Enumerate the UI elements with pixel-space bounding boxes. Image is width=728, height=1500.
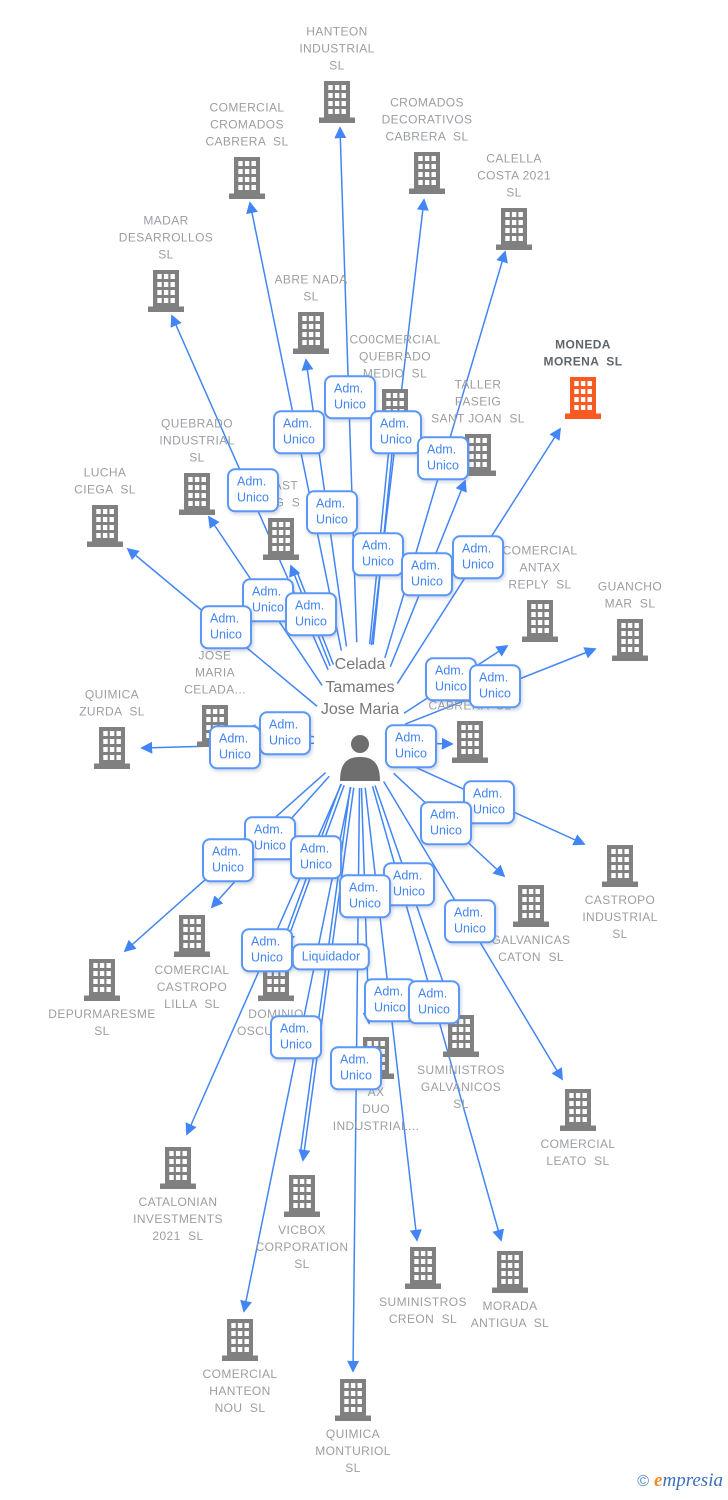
company-label: QUEBRADO INDUSTRIAL SL (159, 416, 235, 465)
building-icon (148, 270, 184, 312)
building-icon (179, 473, 215, 515)
company-label: COMERCIAL LEATO SL (540, 1137, 616, 1168)
empresia-logo[interactable]: © empresia (637, 1470, 723, 1492)
person-name: Celada Tamames Jose Maria (320, 655, 400, 719)
adm-unico-badge[interactable]: Adm. Unico (241, 928, 293, 972)
company-label: AX DUO INDUSTRIAL... (332, 1085, 420, 1133)
company-label: COMERCIAL CROMADOS CABRERA SL (205, 100, 289, 149)
adm-unico-badge[interactable]: Adm. Unico (227, 468, 279, 512)
building-icon (409, 152, 445, 194)
company-label: CALELLA COSTA 2021 SL (477, 151, 551, 200)
building-icon (87, 505, 123, 547)
building-icon (222, 1319, 258, 1361)
adm-unico-badge[interactable]: Adm. Unico (339, 874, 391, 918)
building-icon (174, 915, 210, 957)
company-label: QUIMICA MONTURIOL SL (315, 1427, 391, 1475)
adm-unico-badge[interactable]: Adm. Unico (200, 605, 252, 649)
liquidador-badge[interactable]: Liquidador (291, 943, 371, 971)
building-icon (94, 727, 130, 769)
adm-unico-badge[interactable]: Adm. Unico (469, 664, 521, 708)
company-label: VICBOX CORPORATION SL (255, 1223, 349, 1271)
company-label: COMERCIAL ANTAX REPLY SL (502, 543, 578, 592)
adm-unico-badge[interactable]: Adm. Unico (444, 899, 496, 943)
adm-unico-badge[interactable]: Adm. Unico (306, 490, 358, 534)
company-label: CASTROPO INDUSTRIAL SL (582, 893, 658, 941)
company-label: MADAR DESARROLLOS SL (118, 213, 214, 262)
building-icon (335, 1379, 371, 1421)
company-label: ABRE NADA SL (274, 272, 348, 304)
adm-unico-badge[interactable]: Adm. Unico (202, 838, 254, 882)
company-label: CATALONIAN INVESTMENTS 2021 SL (133, 1195, 223, 1243)
company-label: DEPURMARESME SL (48, 1007, 156, 1038)
company-label: QUIMICA ZURDA SL (79, 687, 145, 719)
company-label: GALVANICAS CATON SL (491, 933, 571, 964)
adm-unico-badge[interactable]: Adm. Unico (209, 725, 261, 769)
building-icon (293, 312, 329, 354)
adm-unico-badge[interactable]: Adm. Unico (273, 410, 325, 454)
adm-unico-badge[interactable]: Adm. Unico (290, 835, 342, 879)
building-icon (560, 1089, 596, 1131)
building-icon (84, 959, 120, 1001)
adm-unico-badge[interactable]: Adm. Unico (417, 436, 469, 480)
company-label: MORADA ANTIGUA SL (470, 1299, 550, 1330)
relationship-edge (298, 787, 355, 1162)
adm-unico-badge[interactable]: Adm. Unico (408, 980, 460, 1024)
company-label: COMERCIAL HANTEON NOU SL (202, 1367, 278, 1415)
company-label: JOSE MARIA CELADA... (184, 648, 246, 697)
company-label: SUMINISTROS CREON SL (379, 1295, 467, 1326)
building-icon (513, 885, 549, 927)
adm-unico-badge[interactable]: Adm. Unico (383, 862, 435, 906)
building-icon (405, 1247, 441, 1289)
company-label: TALLER PASEIG SANT JOAN SL (431, 377, 525, 426)
adm-unico-badge[interactable]: Adm. Unico (330, 1046, 382, 1090)
company-label: CROMADOS DECORATIVOS CABRERA SL (381, 95, 473, 144)
adm-unico-badge[interactable]: Adm. Unico (385, 724, 437, 768)
company-label: HANTEON INDUSTRIAL SL (299, 24, 375, 73)
building-icon (496, 208, 532, 250)
building-icon (160, 1147, 196, 1189)
building-icon (443, 1015, 479, 1057)
building-icon (460, 434, 496, 476)
building-icon (492, 1251, 528, 1293)
building-icon (263, 518, 299, 560)
adm-unico-badge[interactable]: Adm. Unico (270, 1015, 322, 1059)
company-label: MONEDA MORENA SL (543, 337, 623, 369)
company-label: LUCHA CIEGA SL (74, 465, 136, 497)
building-icon (522, 600, 558, 642)
building-icon (284, 1175, 320, 1217)
building-icon (319, 81, 355, 123)
person-icon (340, 735, 380, 781)
adm-unico-badge[interactable]: Adm. Unico (259, 711, 311, 755)
company-label: COMERCIAL CASTROPO LILLA SL (154, 963, 230, 1011)
copyright-symbol: © (637, 1473, 650, 1490)
adm-unico-badge[interactable]: Adm. Unico (401, 552, 453, 596)
building-icon (452, 721, 488, 763)
building-icon (602, 845, 638, 887)
building-icon (565, 377, 601, 419)
company-label: SUMINISTROS GALVANICOS SL (417, 1063, 505, 1111)
building-icon (612, 619, 648, 661)
adm-unico-badge[interactable]: Adm. Unico (352, 532, 404, 576)
adm-unico-badge[interactable]: Adm. Unico (324, 375, 376, 419)
adm-unico-badge[interactable]: Adm. Unico (452, 535, 504, 579)
building-icon (229, 157, 265, 199)
adm-unico-badge[interactable]: Adm. Unico (285, 592, 337, 636)
adm-unico-badge[interactable]: Adm. Unico (420, 801, 472, 845)
company-label: GUANCHO MAR SL (597, 579, 663, 611)
adm-unico-badge[interactable]: Adm. Unico (370, 410, 422, 454)
brand-text: empresia (654, 1470, 723, 1491)
